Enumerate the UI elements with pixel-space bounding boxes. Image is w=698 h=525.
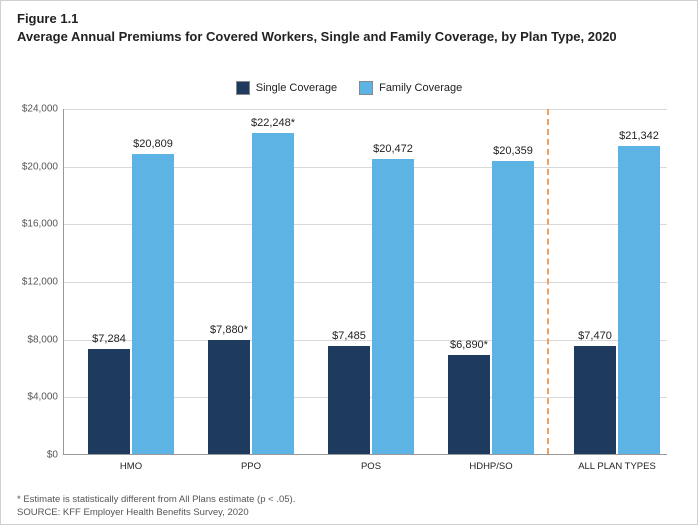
xtick-label: ALL PLAN TYPES	[578, 461, 656, 472]
xtick-label: PPO	[241, 461, 261, 472]
footnotes: * Estimate is statistically different fr…	[17, 494, 295, 520]
figure-title: Average Annual Premiums for Covered Work…	[17, 28, 681, 46]
bar-value-label: $7,284	[92, 333, 126, 345]
legend-item-family: Family Coverage	[359, 81, 462, 95]
bar-family	[372, 159, 414, 454]
legend-label-single: Single Coverage	[256, 82, 337, 94]
xtick-label: HDHP/SO	[469, 461, 512, 472]
bar-value-label: $20,809	[133, 138, 173, 150]
ytick-label: $24,000	[6, 104, 58, 115]
bar-single	[328, 346, 370, 454]
bar-value-label: $22,248*	[251, 117, 295, 129]
bar-single	[88, 349, 130, 454]
bar-family	[618, 146, 660, 454]
xtick-label: POS	[361, 461, 381, 472]
bar-family	[252, 133, 294, 454]
title-block: Figure 1.1 Average Annual Premiums for C…	[17, 11, 681, 46]
bar-family	[492, 161, 534, 455]
bar-single	[574, 346, 616, 454]
ytick-label: $0	[6, 450, 58, 461]
bar-value-label: $6,890*	[450, 339, 488, 351]
legend: Single Coverage Family Coverage	[1, 81, 697, 95]
bar-value-label: $21,342	[619, 130, 659, 142]
swatch-single	[236, 81, 250, 95]
ytick-label: $8,000	[6, 334, 58, 345]
footnote-source: SOURCE: KFF Employer Health Benefits Sur…	[17, 507, 295, 520]
figure-label: Figure 1.1	[17, 11, 681, 26]
bar-value-label: $7,485	[332, 330, 366, 342]
bar-family	[132, 154, 174, 454]
swatch-family	[359, 81, 373, 95]
gridline	[64, 109, 667, 110]
bar-value-label: $20,472	[373, 143, 413, 155]
footnote-sig: * Estimate is statistically different fr…	[17, 494, 295, 507]
chart-plot-area: $0$4,000$8,000$12,000$16,000$20,000$24,0…	[63, 109, 667, 455]
bar-single	[208, 340, 250, 454]
bar-value-label: $7,880*	[210, 324, 248, 336]
ytick-label: $12,000	[6, 277, 58, 288]
bar-value-label: $20,359	[493, 145, 533, 157]
bar-single	[448, 355, 490, 454]
ytick-label: $4,000	[6, 392, 58, 403]
group-divider	[547, 109, 549, 454]
ytick-label: $16,000	[6, 219, 58, 230]
legend-item-single: Single Coverage	[236, 81, 337, 95]
xtick-label: HMO	[120, 461, 142, 472]
bar-value-label: $7,470	[578, 330, 612, 342]
legend-label-family: Family Coverage	[379, 82, 462, 94]
ytick-label: $20,000	[6, 161, 58, 172]
